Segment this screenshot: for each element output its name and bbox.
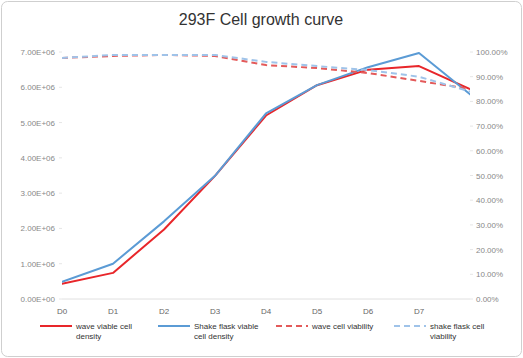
y-tick (59, 299, 62, 300)
y2-tick (470, 274, 473, 275)
y-tick-label: 0.00E+00 (21, 295, 56, 304)
y2-tick (470, 249, 473, 250)
y-tick-label: 4.00E+06 (21, 154, 56, 163)
legend-swatch (40, 322, 72, 332)
y2-tick-label: 40.00% (476, 196, 503, 205)
x-tick-label: D1 (108, 307, 119, 316)
x-tick-label: D5 (312, 307, 323, 316)
y2-tick (470, 150, 473, 151)
legend-label: wave cell viability (312, 322, 388, 332)
legend-swatch (394, 322, 426, 332)
y-tick-label: 7.00E+06 (21, 48, 56, 57)
legend-line (394, 325, 426, 327)
frame (2, 2, 522, 357)
y-tick (59, 193, 62, 194)
y2-tick (470, 76, 473, 77)
plot-area (62, 53, 470, 284)
y2-tick-label: 0.00% (476, 295, 499, 304)
legend-label: shake flask cell viability (430, 322, 506, 342)
legend: wave viable cell density Shake flask viab… (40, 322, 510, 352)
y2-tick-label: 90.00% (476, 73, 503, 82)
x-tick-label: D7 (414, 307, 425, 316)
y2-tick (470, 224, 473, 225)
y2-tick-label: 80.00% (476, 97, 503, 106)
y2-tick-label: 60.00% (476, 147, 503, 156)
y2-tick (470, 175, 473, 176)
y-tick-label: 3.00E+06 (21, 189, 56, 198)
y-tick (59, 52, 62, 53)
title: 293F Cell growth curve (179, 11, 344, 28)
y2-tick (470, 299, 473, 300)
y-tick (59, 157, 62, 158)
legend-swatch (276, 322, 308, 332)
y2-tick-label: 20.00% (476, 246, 503, 255)
x-tick-label: D4 (261, 307, 272, 316)
legend-swatch (158, 322, 190, 332)
x-tick-label: D6 (363, 307, 374, 316)
y-tick-label: 2.00E+06 (21, 224, 56, 233)
y-tick (59, 122, 62, 123)
legend-label: wave viable cell density (76, 322, 152, 342)
legend-line (40, 325, 72, 327)
x-tick-label: D0 (57, 307, 68, 316)
series-line (62, 53, 470, 282)
y2-tick-label: 30.00% (476, 221, 503, 230)
y-tick (59, 228, 62, 229)
y2-tick-label: 100.00% (476, 48, 508, 57)
legend-label: Shake flask viable cell density (194, 322, 270, 342)
y-tick-label: 1.00E+06 (21, 260, 56, 269)
series-line (62, 55, 470, 92)
y2-tick (470, 101, 473, 102)
y2-tick-label: 50.00% (476, 172, 503, 181)
chart: 293F Cell growth curve 0.00E+00 1.00E+06 2.… (0, 0, 523, 358)
y-tick (59, 263, 62, 264)
y2-tick (470, 52, 473, 53)
y-tick-label: 6.00E+06 (21, 83, 56, 92)
legend-line (158, 325, 190, 327)
x-tick-label: D2 (159, 307, 170, 316)
y-tick (59, 87, 62, 88)
x-tick-label: D3 (210, 307, 221, 316)
y2-tick-label: 70.00% (476, 122, 503, 131)
y2-tick-label: 10.00% (476, 270, 503, 279)
y2-tick (470, 126, 473, 127)
series-line (62, 66, 470, 284)
x-axis-line (62, 299, 470, 300)
legend-line (276, 325, 308, 327)
y-tick-label: 5.00E+06 (21, 119, 56, 128)
series-line (62, 55, 470, 89)
y2-tick (470, 200, 473, 201)
